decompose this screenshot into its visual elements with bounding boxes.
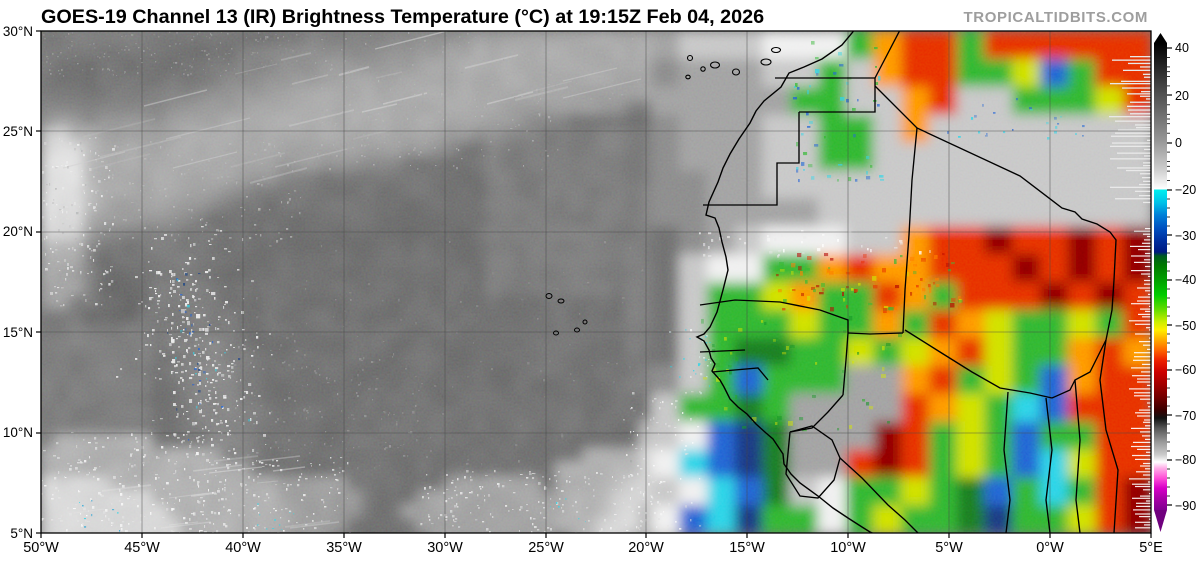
svg-text:10°W: 10°W	[830, 540, 866, 556]
svg-text:TROPICALTIDBITS.COM: TROPICALTIDBITS.COM	[964, 9, 1148, 26]
svg-text:20°W: 20°W	[628, 540, 664, 556]
svg-text:5°W: 5°W	[935, 540, 963, 556]
svg-text:45°W: 45°W	[124, 540, 160, 556]
svg-text:−40: −40	[1175, 273, 1196, 287]
svg-text:50°W: 50°W	[23, 540, 59, 556]
svg-text:10°N: 10°N	[3, 425, 33, 440]
svg-text:15°W: 15°W	[729, 540, 765, 556]
svg-text:−90: −90	[1175, 499, 1196, 513]
svg-text:40: 40	[1175, 41, 1189, 55]
svg-text:25°N: 25°N	[3, 124, 33, 139]
svg-text:40°W: 40°W	[225, 540, 261, 556]
svg-text:−60: −60	[1175, 363, 1196, 377]
svg-text:30°W: 30°W	[427, 540, 463, 556]
svg-text:25°W: 25°W	[528, 540, 564, 556]
svg-text:−30: −30	[1175, 229, 1196, 243]
svg-text:−80: −80	[1175, 453, 1196, 467]
svg-text:0: 0	[1175, 136, 1182, 150]
svg-text:−50: −50	[1175, 319, 1196, 333]
svg-text:20°N: 20°N	[3, 224, 33, 239]
svg-text:5°N: 5°N	[10, 526, 33, 541]
svg-text:20: 20	[1175, 89, 1189, 103]
svg-text:−20: −20	[1175, 183, 1196, 197]
svg-text:GOES-19 Channel 13 (IR) Bright: GOES-19 Channel 13 (IR) Brightness Tempe…	[41, 6, 764, 28]
svg-text:0°W: 0°W	[1036, 540, 1064, 556]
svg-text:35°W: 35°W	[326, 540, 362, 556]
svg-text:15°N: 15°N	[3, 325, 33, 340]
svg-text:30°N: 30°N	[3, 24, 33, 39]
svg-text:−70: −70	[1175, 409, 1196, 423]
svg-text:5°E: 5°E	[1139, 540, 1163, 556]
